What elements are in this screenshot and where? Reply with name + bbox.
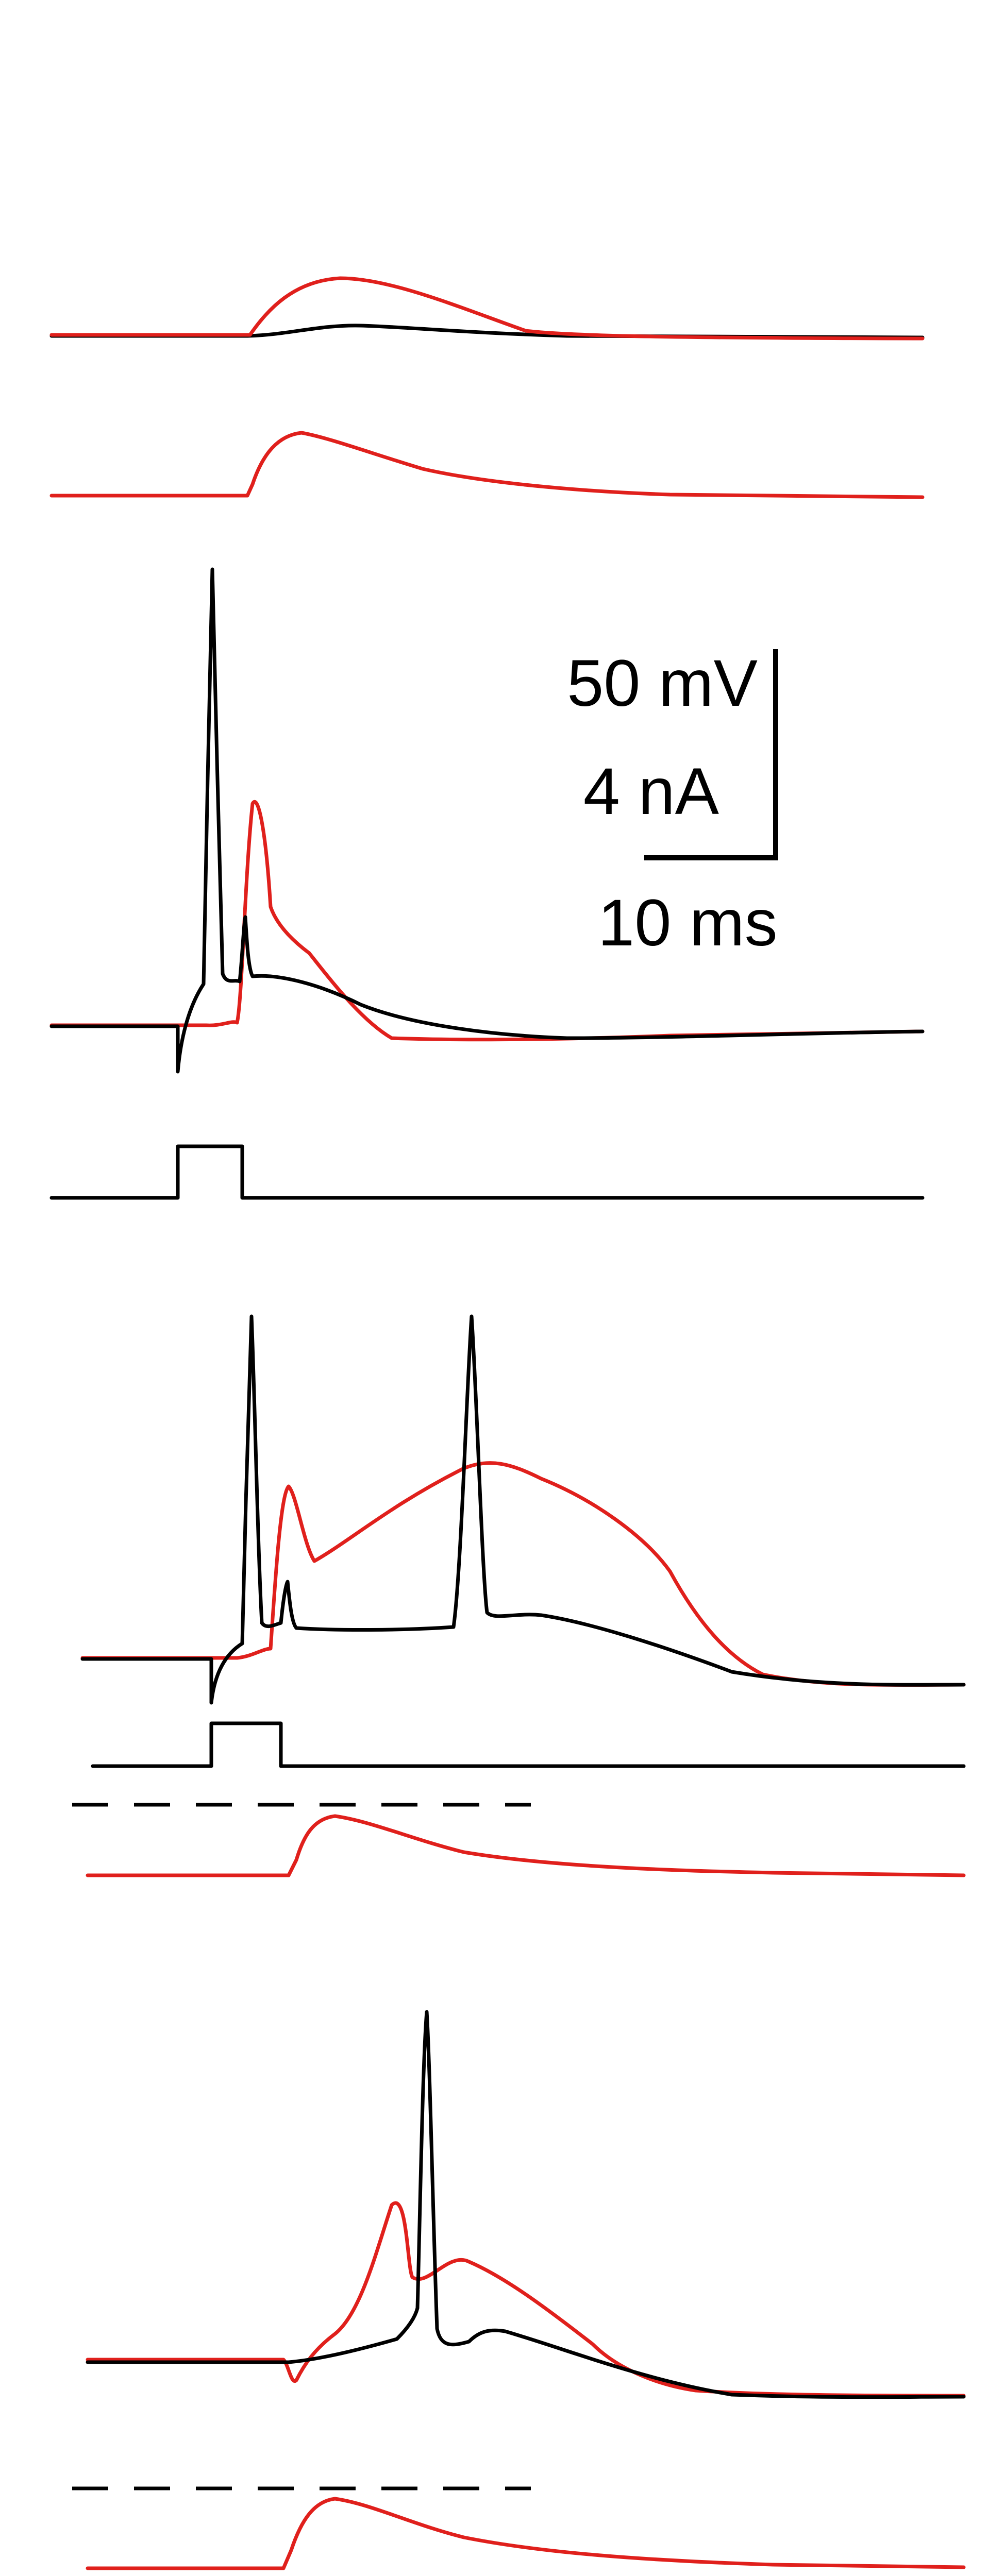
panel-1-red-voltage-trace (49, 276, 925, 341)
panel-4-red-voltage-trace (86, 2201, 966, 2398)
panel-4 (72, 2010, 966, 2570)
panel-3 (72, 1314, 966, 1877)
panel-3-black-current-step (91, 1721, 966, 1768)
scale-current-label: 4 nA (583, 755, 719, 828)
panel-4-red-current-trace (86, 2497, 966, 2570)
panel-2-black-voltage-trace (49, 567, 925, 1074)
panel-3-black-voltage-trace (80, 1314, 966, 1705)
panel-1-black-voltage-trace (49, 324, 925, 340)
panel-1-red-current-trace (49, 431, 925, 499)
panel-2 (49, 567, 925, 1200)
scale-voltage-label: 50 mV (567, 647, 758, 720)
panel-2-black-current-step (49, 1144, 925, 1200)
scale-bar: 50 mV 4 nA 10 ms (567, 647, 778, 960)
panel-3-red-current-trace (86, 1814, 966, 1877)
scale-time-label: 10 ms (598, 886, 778, 960)
panel-1 (49, 276, 925, 499)
panel-3-red-voltage-trace (80, 1461, 966, 1687)
panel-4-black-voltage-trace (86, 2010, 966, 2399)
panel-2-red-voltage-trace (49, 800, 925, 1042)
